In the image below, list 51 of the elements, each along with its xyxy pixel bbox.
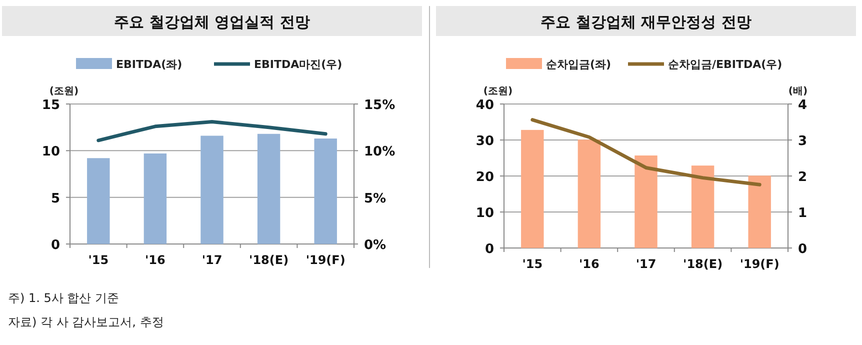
- chart-title: 주요 철강업체 영업실적 전망: [114, 13, 310, 31]
- y2-tick-label: 0%: [364, 238, 386, 253]
- y-tick-label: 5: [50, 191, 60, 206]
- y-tick-label: 40: [476, 98, 494, 113]
- x-tick-label: '17: [202, 253, 222, 267]
- x-tick-label: '19(F): [306, 253, 346, 267]
- x-tick-label: '15: [522, 257, 543, 271]
- line-series: [96, 120, 328, 142]
- x-tick-label: '19(F): [740, 257, 780, 271]
- y2-tick-label: 1: [798, 206, 808, 221]
- y-axis-title: (조원): [483, 86, 513, 97]
- x-tick-label: '18(E): [683, 257, 723, 271]
- bar: [314, 138, 337, 244]
- y-tick-label: 10: [42, 144, 60, 160]
- legend-label: EBITDA마진(우): [254, 58, 342, 71]
- bar: [257, 134, 280, 244]
- y-axis-title: (조원): [49, 86, 79, 97]
- legend-label: 순차입금(좌): [546, 58, 612, 71]
- text: 자료) 각 사 감사보고서, 추정: [8, 314, 164, 331]
- bar: [521, 130, 544, 248]
- x-tick-label: '15: [88, 253, 109, 267]
- y2-tick-label: 5%: [364, 191, 386, 206]
- bar: [748, 176, 771, 248]
- y2-tick-label: 0: [798, 242, 808, 257]
- text: 주) 1. 5사 합산 기준: [8, 290, 120, 307]
- y-tick-label: 0: [484, 242, 494, 257]
- chart-title: 주요 철강업체 재무안정성 전망: [540, 13, 752, 31]
- y2-tick-label: 3: [798, 134, 808, 149]
- bar: [144, 153, 167, 244]
- x-tick-label: '16: [145, 253, 166, 267]
- y-tick-label: 30: [476, 134, 494, 149]
- y-tick-label: 15: [42, 98, 60, 113]
- bar: [691, 166, 714, 248]
- legend-label: EBITDA(좌): [116, 58, 182, 71]
- line-series: [530, 118, 762, 186]
- bar: [578, 140, 601, 248]
- bar: [87, 158, 110, 244]
- x-tick-label: '16: [579, 257, 600, 271]
- y2-tick-label: 4: [798, 98, 808, 113]
- y-tick-label: 0: [50, 238, 60, 253]
- y-tick-label: 20: [476, 170, 494, 185]
- x-tick-label: '18(E): [249, 253, 289, 267]
- y2-tick-label: 10%: [364, 144, 396, 160]
- bar: [634, 155, 658, 248]
- x-tick-label: '17: [636, 257, 656, 271]
- y2-tick-label: 15%: [364, 98, 396, 113]
- y-tick-label: 10: [476, 206, 494, 221]
- legend-label: 순차입금/EBITDA(우): [668, 58, 782, 71]
- bar: [200, 136, 224, 244]
- y2-axis-title: (배): [788, 86, 808, 97]
- y2-tick-label: 2: [798, 170, 808, 185]
